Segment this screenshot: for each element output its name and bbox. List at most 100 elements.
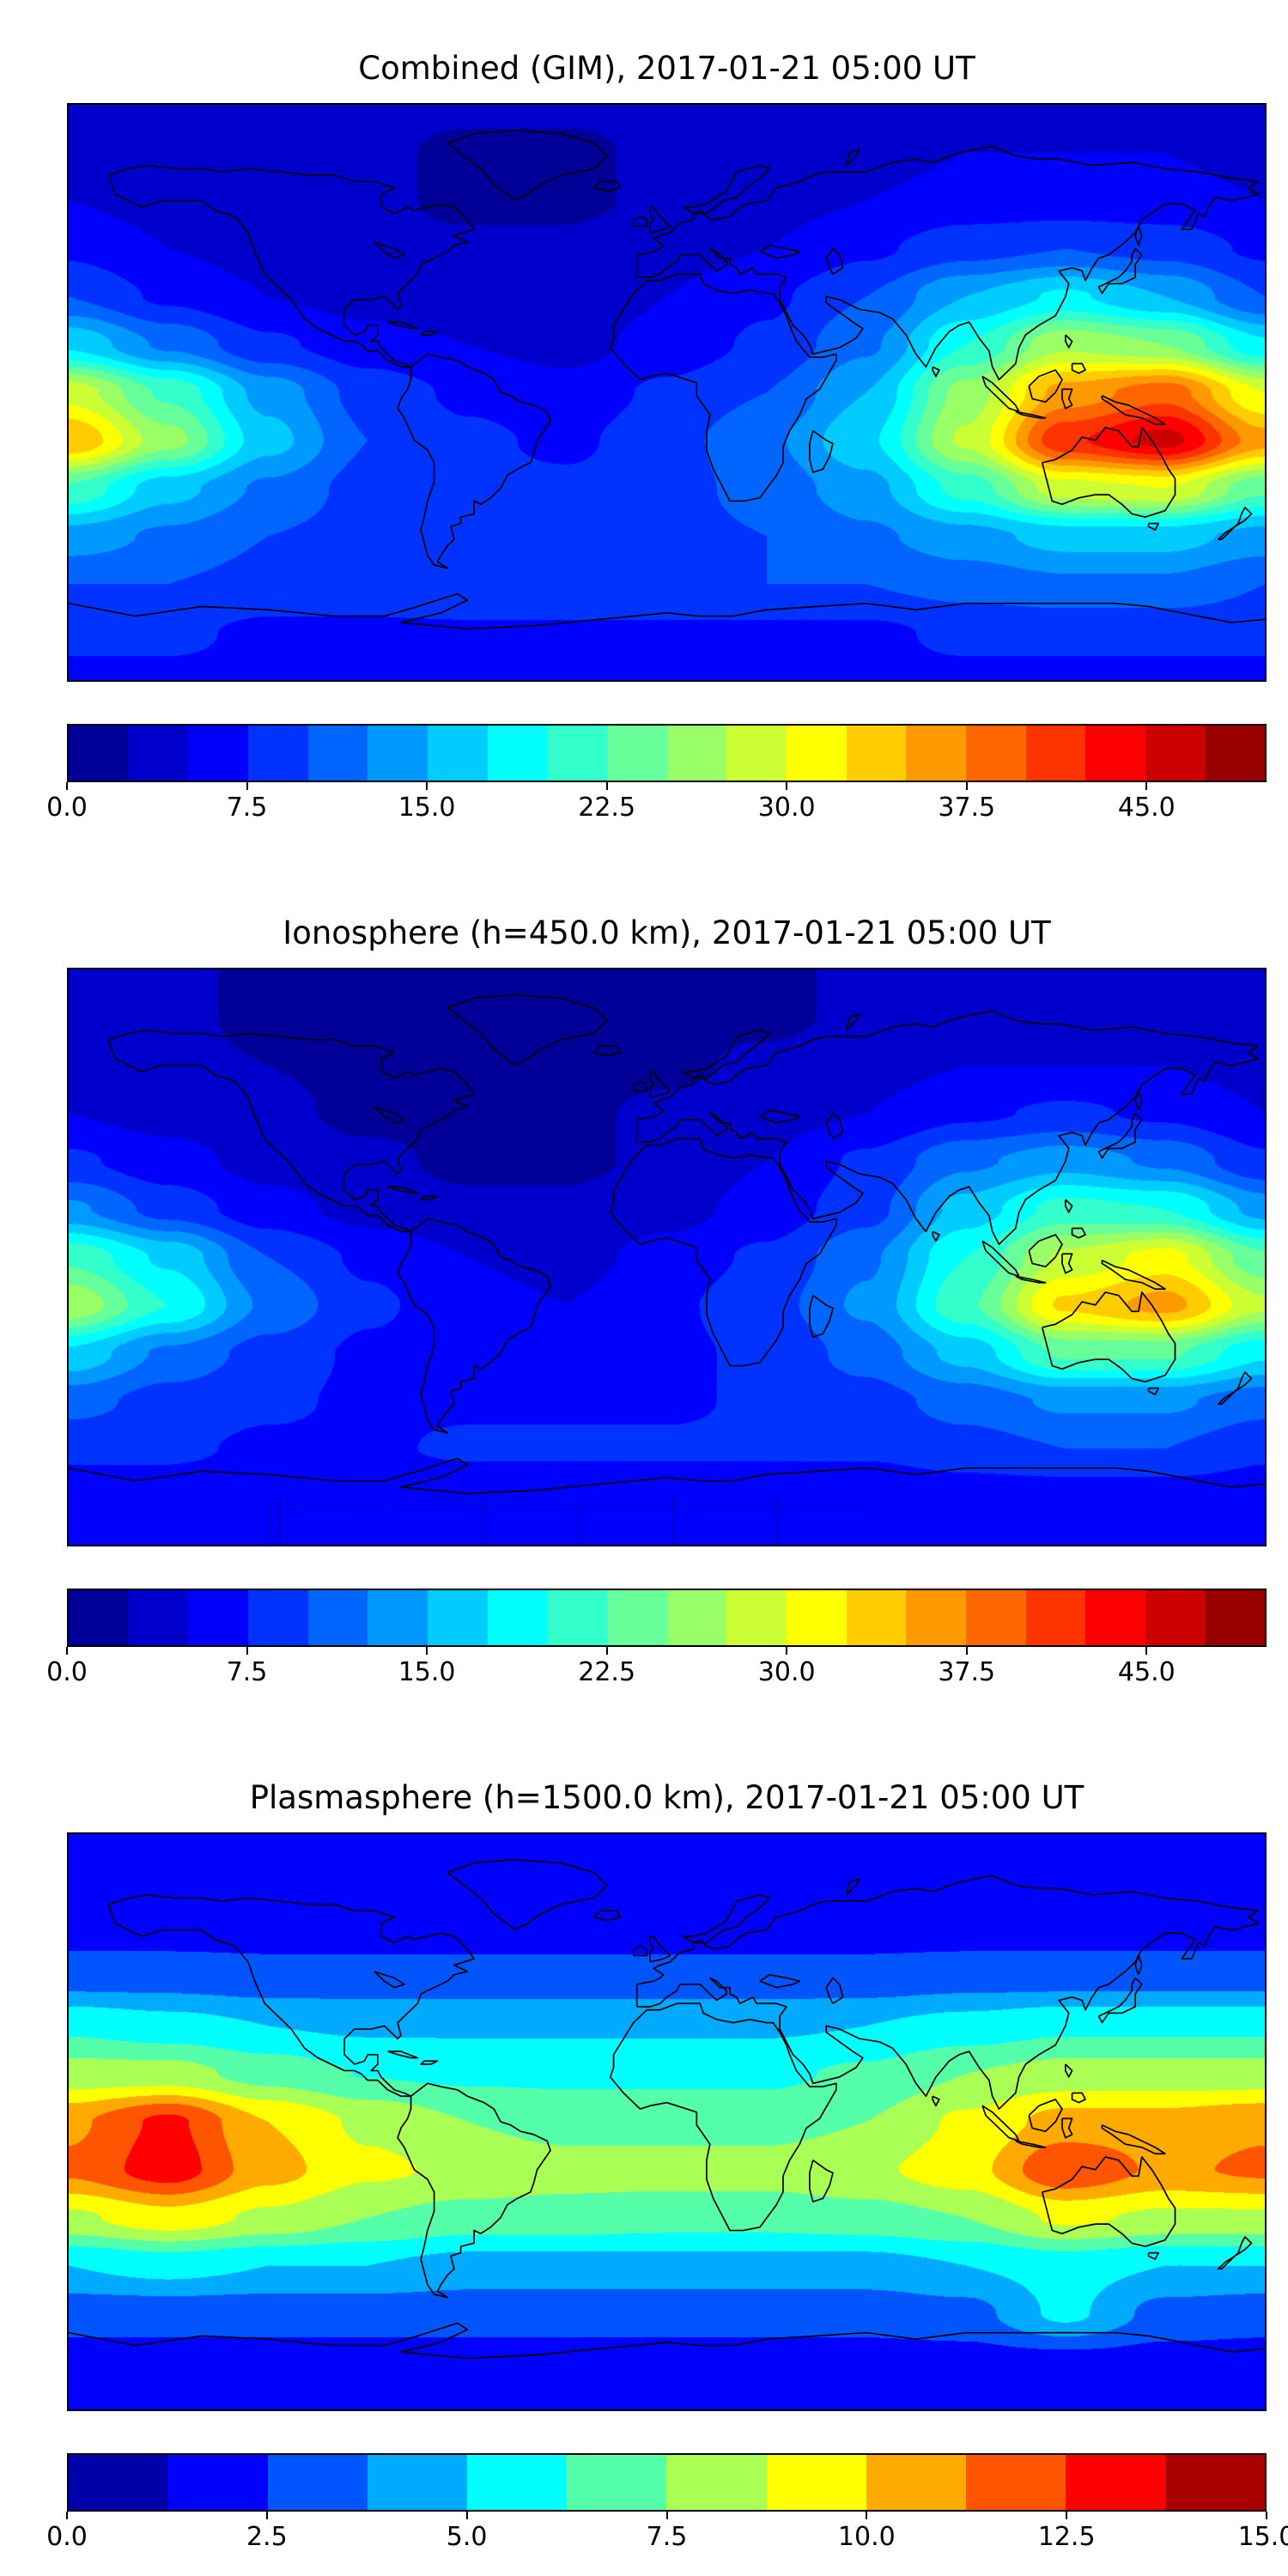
colorbar-cell — [726, 726, 787, 781]
colorbar-cell — [1205, 726, 1266, 781]
panel-plasmasphere: Plasmasphere (h=1500.0 km), 2017-01-21 0… — [0, 1777, 1288, 2552]
coastlines-overlay — [69, 969, 1265, 1545]
colorbar-cell — [567, 2455, 667, 2510]
colorbar-cell — [906, 726, 966, 781]
colorbar-tick-label: 0.0 — [46, 793, 88, 823]
colorbar-wrap: 0.0 7.5 15.0 22.5 30.0 37.5 45.0 — [46, 1589, 1267, 1687]
heatmap-canvas — [69, 105, 1265, 680]
colorbar-cell — [1025, 1590, 1086, 1645]
colorbar-cell — [188, 726, 248, 781]
colorbar-tick — [246, 782, 248, 790]
figure: Combined (GIM), 2017-01-21 05:00 UT 0.0 7… — [0, 48, 1288, 2552]
colorbar-tick-label: 7.5 — [226, 1657, 268, 1687]
colorbar-tick — [246, 1647, 248, 1655]
colorbar-cell — [467, 2455, 568, 2510]
colorbar-cell — [846, 1590, 907, 1645]
colorbar-tick-label: 2.5 — [246, 2522, 288, 2552]
colorbar-cell — [307, 1590, 368, 1645]
colorbar-tick — [1145, 782, 1148, 790]
colorbar-tick — [426, 1647, 428, 1655]
colorbar-tick — [965, 782, 968, 790]
colorbar-cell — [965, 2455, 1066, 2510]
colorbar-cell — [1025, 726, 1086, 781]
colorbar-cell — [906, 1590, 966, 1645]
colorbar-cell — [487, 726, 548, 781]
map-frame-combined — [67, 103, 1267, 682]
map-frame-plasmasphere — [67, 1832, 1267, 2411]
coastlines-overlay — [69, 105, 1265, 680]
colorbar-tick — [605, 1647, 608, 1655]
colorbar-cell — [766, 2455, 866, 2510]
colorbar — [67, 1589, 1267, 1647]
colorbar-wrap: 0.0 7.5 15.0 22.5 30.0 37.5 45.0 — [46, 724, 1267, 823]
panel-ionosphere: Ionosphere (h=450.0 km), 2017-01-21 05:0… — [0, 913, 1288, 1687]
colorbar-cell — [1145, 726, 1206, 781]
colorbar-tick-label: 37.5 — [938, 793, 996, 823]
colorbar-tick-label: 30.0 — [757, 793, 816, 823]
colorbar-cell — [666, 726, 727, 781]
colorbar-tick — [1066, 2512, 1068, 2519]
colorbar-tick — [426, 782, 428, 790]
colorbar-cell — [1145, 1590, 1206, 1645]
colorbar-cell — [606, 726, 667, 781]
heatmap-canvas — [69, 969, 1265, 1545]
colorbar-cell — [866, 2455, 966, 2510]
colorbar-tick-label: 15.0 — [1237, 2522, 1288, 2552]
colorbar-cell — [726, 1590, 787, 1645]
colorbar-cell — [666, 1590, 727, 1645]
colorbar-cell — [606, 1590, 667, 1645]
colorbar-cell — [1205, 1590, 1266, 1645]
colorbar-tick-label: 45.0 — [1117, 1657, 1176, 1687]
colorbar-cell — [368, 2455, 468, 2510]
colorbar-cell — [69, 726, 129, 781]
colorbar-cell — [1164, 2455, 1265, 2510]
colorbar-cell — [307, 726, 368, 781]
colorbar-tick — [605, 782, 608, 790]
colorbar-tick — [965, 1647, 968, 1655]
coastline-path — [69, 995, 1265, 1494]
colorbar-cell — [666, 2455, 767, 2510]
panel-combined-gim: Combined (GIM), 2017-01-21 05:00 UT 0.0 7… — [0, 48, 1288, 823]
colorbar-tick — [1145, 1647, 1148, 1655]
colorbar-cell — [1065, 2455, 1165, 2510]
colorbar-wrap: 0.0 2.5 5.0 7.5 10.0 12.5 15.0 — [46, 2453, 1288, 2552]
colorbar — [67, 724, 1267, 782]
colorbar-tick — [66, 782, 68, 790]
colorbar-cell — [427, 1590, 488, 1645]
colorbar-cell — [547, 1590, 607, 1645]
colorbar-cell — [247, 726, 308, 781]
colorbar-tick-label: 0.0 — [46, 1657, 88, 1687]
colorbar-tick — [465, 2512, 468, 2519]
colorbar-cell — [1085, 726, 1145, 781]
colorbar-tick-label: 37.5 — [938, 1657, 996, 1687]
panel-title: Combined (GIM), 2017-01-21 05:00 UT — [358, 50, 975, 87]
colorbar-cell — [128, 1590, 189, 1645]
colorbar-cell — [547, 726, 607, 781]
coastline-path — [69, 1860, 1265, 2359]
colorbar-tick — [786, 782, 788, 790]
colorbar-cell — [268, 2455, 368, 2510]
colorbar-tick-label: 12.5 — [1037, 2522, 1096, 2552]
colorbar-tick-label: 45.0 — [1117, 793, 1176, 823]
colorbar-tick — [866, 2512, 868, 2519]
colorbar-tick-label: 0.0 — [46, 2522, 88, 2552]
colorbar-tick-label: 22.5 — [578, 1657, 636, 1687]
colorbar-cell — [786, 726, 847, 781]
colorbar-cell — [69, 1590, 129, 1645]
colorbar-tick-label: 10.0 — [837, 2522, 896, 2552]
panel-title: Plasmasphere (h=1500.0 km), 2017-01-21 0… — [249, 1779, 1084, 1816]
map-frame-ionosphere — [67, 968, 1267, 1546]
colorbar-tick-label: 15.0 — [398, 793, 456, 823]
colorbar-cell — [368, 726, 428, 781]
coastline-path — [69, 131, 1265, 629]
colorbar-tick-label: 7.5 — [646, 2522, 688, 2552]
colorbar-tick — [665, 2512, 668, 2519]
colorbar-cell — [368, 1590, 428, 1645]
colorbar-cell — [846, 726, 907, 781]
coastlines-overlay — [69, 1834, 1265, 2409]
colorbar-tick — [265, 2512, 268, 2519]
colorbar-tick — [66, 2512, 68, 2519]
colorbar-tick-label: 5.0 — [446, 2522, 488, 2552]
colorbar — [67, 2453, 1267, 2512]
colorbar-cell — [786, 1590, 847, 1645]
